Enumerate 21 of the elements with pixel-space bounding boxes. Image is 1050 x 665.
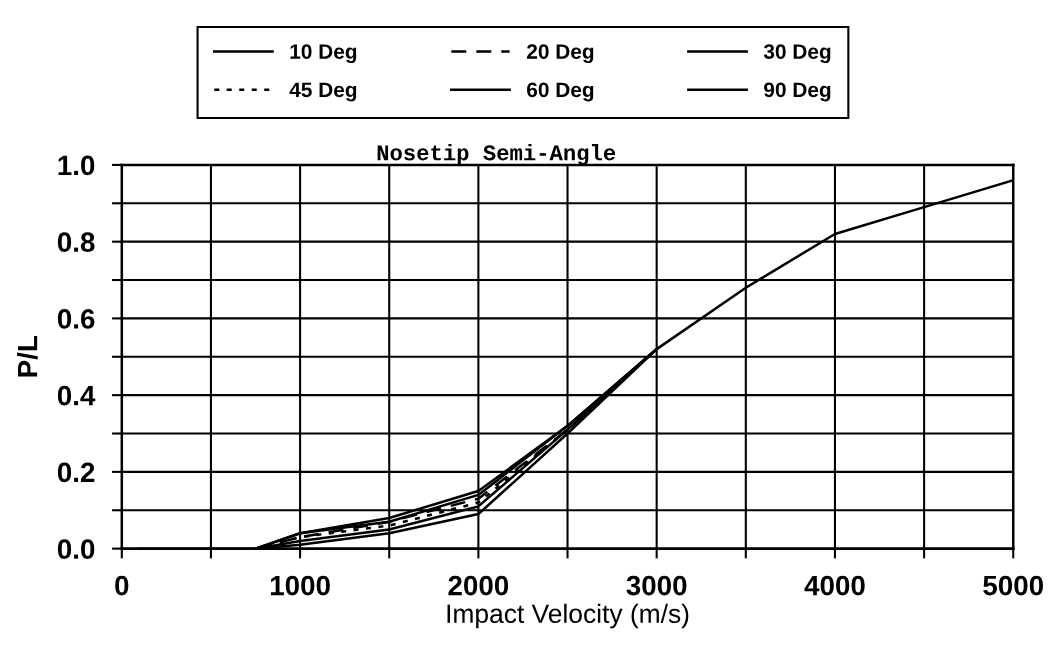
x-tick-label: 0: [115, 575, 129, 596]
legend-label: 90 Deg: [764, 82, 831, 102]
legend-label: 10 Deg: [290, 44, 357, 64]
legend-label: 45 Deg: [289, 82, 357, 102]
legend-label: 30 Deg: [763, 44, 831, 64]
x-tick-label: 4000: [804, 575, 865, 596]
y-tick-label: 0.0: [57, 539, 95, 559]
chart-title: Nosetip Semi-Angle: [377, 144, 616, 165]
x-tick-label: 1000: [270, 575, 330, 596]
y-tick-label: 0.8: [57, 232, 95, 252]
y-tick-label: 0.2: [57, 462, 95, 483]
legend-label: 60 Deg: [527, 82, 594, 102]
x-axis-title: Impact Velocity (m/s): [447, 603, 689, 629]
y-tick-label: 0.6: [57, 309, 95, 329]
y-tick-label: 1.0: [58, 155, 95, 176]
y-tick-label: 0.4: [57, 385, 96, 406]
x-tick-label: 2000: [448, 575, 509, 596]
x-tick-label: 3000: [626, 575, 687, 596]
y-axis-title: P/L: [17, 336, 38, 377]
x-tick-label: 5000: [983, 575, 1044, 596]
legend-label: 20 Deg: [527, 44, 594, 64]
